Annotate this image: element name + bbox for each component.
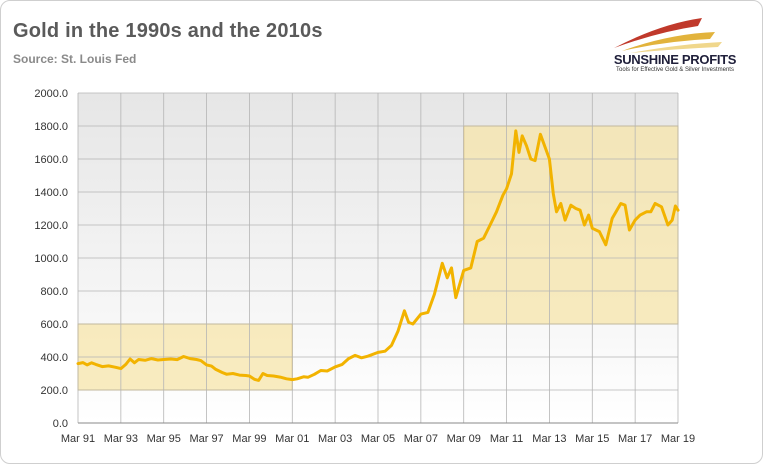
x-tick-label: Mar 17	[618, 433, 652, 445]
logo-tagline: Tools for Effective Gold & Silver Invest…	[616, 67, 734, 73]
x-tick-label: Mar 09	[447, 433, 481, 445]
y-tick-label: 800.0	[40, 286, 68, 298]
x-tick-label: Mar 07	[404, 433, 438, 445]
x-tick-label: Mar 01	[275, 433, 309, 445]
y-tick-label: 600.0	[40, 319, 68, 331]
chart-title: Gold in the 1990s and the 2010s	[13, 20, 323, 42]
y-tick-label: 1400.0	[34, 187, 68, 199]
gold-price-line	[76, 129, 680, 382]
x-tick-label: Mar 91	[61, 433, 95, 445]
y-tick-label: 0.0	[53, 418, 68, 430]
x-tick-label: Mar 13	[532, 433, 566, 445]
y-tick-label: 1600.0	[34, 154, 68, 166]
y-tick-label: 1200.0	[34, 220, 68, 232]
x-tick-label: Mar 95	[147, 433, 181, 445]
sun-rays-icon	[614, 18, 722, 53]
y-tick-label: 2000.0	[34, 88, 68, 100]
x-tick-label: Mar 05	[361, 433, 395, 445]
x-tick-label: Mar 97	[189, 433, 223, 445]
x-tick-label: Mar 11	[490, 433, 523, 445]
sunshine-profits-logo: SUNSHINE PROFITS Tools for Effective Gol…	[600, 14, 750, 76]
x-tick-label: Mar 99	[232, 433, 266, 445]
y-tick-label: 1800.0	[34, 121, 68, 133]
logo-name: SUNSHINE PROFITS	[613, 52, 737, 67]
y-tick-label: 1000.0	[34, 253, 68, 265]
x-tick-label: Mar 93	[104, 433, 138, 445]
y-tick-label: 200.0	[40, 385, 68, 397]
x-tick-label: Mar 03	[318, 433, 352, 445]
x-tick-label: Mar 19	[661, 433, 695, 445]
x-tick-label: Mar 15	[575, 433, 609, 445]
y-tick-label: 400.0	[40, 352, 68, 364]
chart-source: Source: St. Louis Fed	[13, 52, 137, 66]
